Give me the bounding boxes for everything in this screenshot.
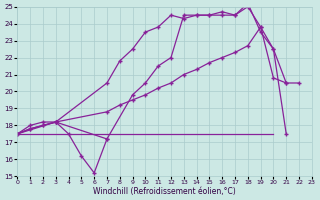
X-axis label: Windchill (Refroidissement éolien,°C): Windchill (Refroidissement éolien,°C) <box>93 187 236 196</box>
